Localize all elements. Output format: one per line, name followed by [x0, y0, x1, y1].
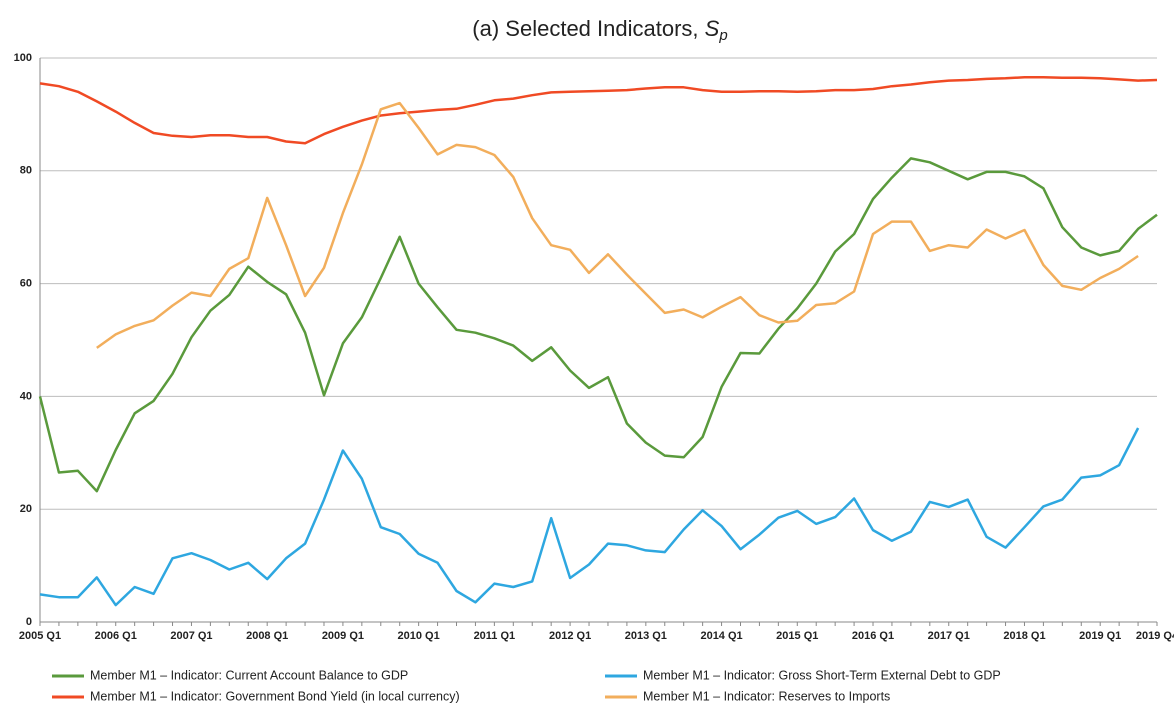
series-line: [39, 75, 1158, 145]
x-tick-label: 2019 Q1: [1079, 630, 1121, 642]
x-tick-label: 2013 Q1: [625, 630, 667, 642]
legend-label: Member M1 – Indicator: Gross Short-Term …: [643, 668, 1001, 682]
x-tick-label: 2014 Q1: [700, 630, 742, 642]
y-tick-label: 100: [14, 52, 32, 64]
x-tick-label: 2015 Q1: [776, 630, 818, 642]
x-tick-label: 2012 Q1: [549, 630, 591, 642]
y-tick-label: 20: [20, 503, 32, 515]
x-tick-label: 2011 Q1: [474, 630, 516, 642]
series-line: [96, 101, 1139, 349]
legend-label: Member M1 – Indicator: Current Account B…: [90, 668, 408, 682]
legend-label: Member M1 – Indicator: Government Bond Y…: [90, 689, 460, 703]
x-tick-label: 2005 Q1: [19, 630, 61, 642]
x-tick-label: 2009 Q1: [322, 630, 364, 642]
y-tick-label: 80: [20, 165, 32, 177]
y-tick-label: 60: [20, 278, 32, 290]
x-tick-label: 2006 Q1: [95, 630, 137, 642]
series-line: [38, 157, 1158, 493]
title-text: (a) Selected Indicators,: [472, 16, 698, 41]
y-tick-label: 0: [26, 616, 32, 628]
title-symbol: S: [705, 16, 720, 41]
y-tick-label: 40: [20, 390, 32, 402]
x-tick-label: 2019 Q4: [1136, 630, 1174, 642]
x-tick-label: 2016 Q1: [852, 630, 894, 642]
title-subscript: p: [718, 27, 727, 44]
x-tick-label: 2008 Q1: [246, 630, 288, 642]
chart-title: (a) Selected Indicators, Sp: [472, 16, 727, 44]
series-line: [39, 427, 1140, 607]
x-tick-label: 2018 Q1: [1003, 630, 1045, 642]
legend-label: Member M1 – Indicator: Reserves to Impor…: [643, 689, 890, 703]
x-tick-label: 2007 Q1: [170, 630, 212, 642]
x-tick-label: 2017 Q1: [928, 630, 970, 642]
x-tick-label: 2010 Q1: [398, 630, 440, 642]
